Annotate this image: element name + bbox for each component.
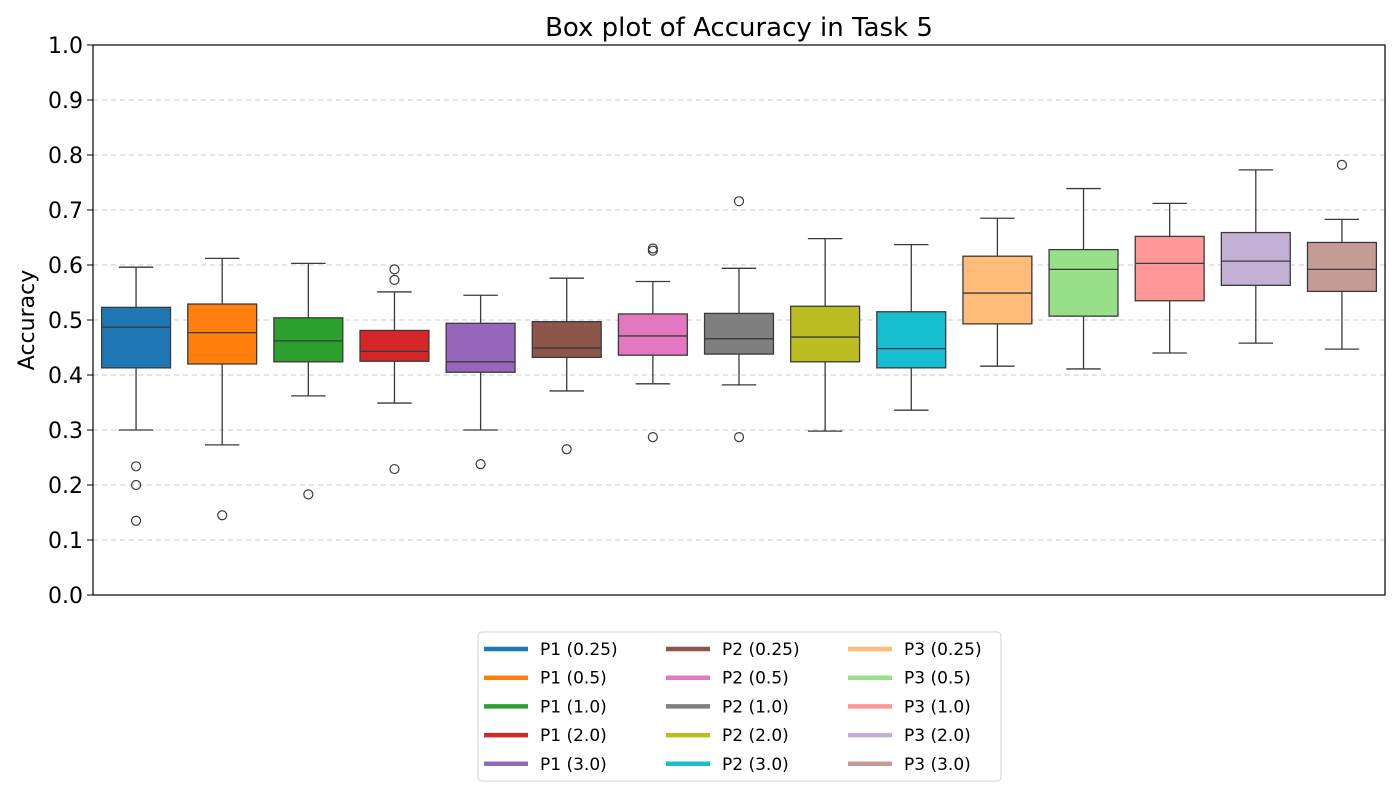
- box: [703, 312, 775, 355]
- legend-label: P2 (0.5): [722, 669, 789, 689]
- box-group: [531, 277, 602, 455]
- outlier-point: [647, 245, 658, 256]
- legend-label: P1 (2.0): [540, 726, 607, 746]
- box-group: [100, 266, 172, 526]
- box: [876, 311, 947, 369]
- legend-label: P2 (1.0): [722, 697, 789, 717]
- y-tick-label: 0.7: [48, 199, 83, 224]
- box-group: [790, 237, 861, 432]
- outlier-point: [647, 243, 658, 254]
- y-tick-label: 0.5: [48, 309, 83, 334]
- chart-title: Box plot of Accuracy in Task 5: [545, 13, 933, 43]
- box: [273, 317, 344, 363]
- box-group: [1134, 202, 1205, 354]
- box-group: [1306, 159, 1378, 350]
- legend-label: P3 (1.0): [904, 697, 971, 717]
- outlier-point: [217, 510, 228, 521]
- box: [531, 320, 602, 359]
- boxes: [100, 159, 1378, 526]
- outlier-point: [130, 461, 142, 472]
- box-group: [359, 264, 430, 475]
- box: [445, 322, 516, 373]
- outlier-point: [389, 463, 400, 475]
- legend-label: P1 (3.0): [540, 755, 607, 775]
- box: [1048, 248, 1119, 317]
- outlier-point: [303, 489, 314, 500]
- legend: P1 (0.25) P1 (0.5) P1 (1.0) P1 (2.0) P1 (3.0…: [477, 631, 1002, 782]
- y-tick-label: 0.9: [48, 89, 83, 114]
- box-group: [1048, 187, 1119, 370]
- box: [962, 255, 1033, 325]
- box: [187, 303, 258, 365]
- outlier-point: [647, 432, 658, 443]
- box-group: [876, 243, 947, 411]
- y-tick-label: 0.1: [48, 529, 83, 554]
- legend-label: P3 (3.0): [904, 755, 971, 775]
- outlier-point: [1336, 159, 1348, 170]
- box: [1306, 241, 1378, 293]
- y-tick-label: 0.2: [48, 474, 83, 499]
- y-axis-label: Accuracy: [15, 270, 40, 370]
- y-tick-label: 0.3: [48, 419, 83, 444]
- outlier-point: [733, 432, 745, 443]
- box: [617, 313, 688, 356]
- legend-label: P3 (0.5): [904, 669, 971, 689]
- box-group: [187, 257, 258, 521]
- y-ticks: 0.0 0.1 0.2 0.3 0.4 0.5 0.6 0.7 0.8 0.9 1.0: [48, 34, 93, 609]
- box: [100, 306, 172, 369]
- legend-label: P2 (3.0): [722, 755, 789, 775]
- y-tick-label: 0.0: [48, 584, 83, 609]
- legend-label: P1 (0.5): [540, 669, 607, 689]
- box-group: [703, 196, 775, 443]
- outlier-point: [389, 264, 400, 275]
- y-tick-label: 1.0: [48, 34, 83, 59]
- box-group: [445, 294, 516, 470]
- legend-label: P3 (0.25): [904, 640, 982, 660]
- box-group: [273, 262, 344, 500]
- legend-label: P3 (2.0): [904, 726, 971, 746]
- outlier-point: [475, 459, 486, 470]
- box: [790, 305, 861, 363]
- legend-label: P2 (2.0): [722, 726, 789, 746]
- outlier-point: [130, 515, 142, 526]
- box: [1134, 235, 1205, 302]
- y-tick-label: 0.8: [48, 144, 83, 169]
- outlier-point: [389, 274, 400, 285]
- box-group: [962, 217, 1033, 367]
- y-tick-label: 0.6: [48, 254, 83, 279]
- outlier-point: [130, 479, 142, 491]
- box-group: [1220, 169, 1291, 344]
- outlier-point: [561, 444, 572, 455]
- box-group: [617, 243, 688, 443]
- plot-frame: [92, 44, 1386, 596]
- legend-label: P1 (0.25): [540, 640, 618, 660]
- box: [359, 329, 430, 362]
- outlier-point: [733, 196, 745, 207]
- legend-frame: [477, 631, 1002, 782]
- legend-label: P1 (1.0): [540, 697, 607, 717]
- box: [1220, 231, 1291, 287]
- legend-label: P2 (0.25): [722, 640, 800, 660]
- y-tick-label: 0.4: [48, 364, 83, 389]
